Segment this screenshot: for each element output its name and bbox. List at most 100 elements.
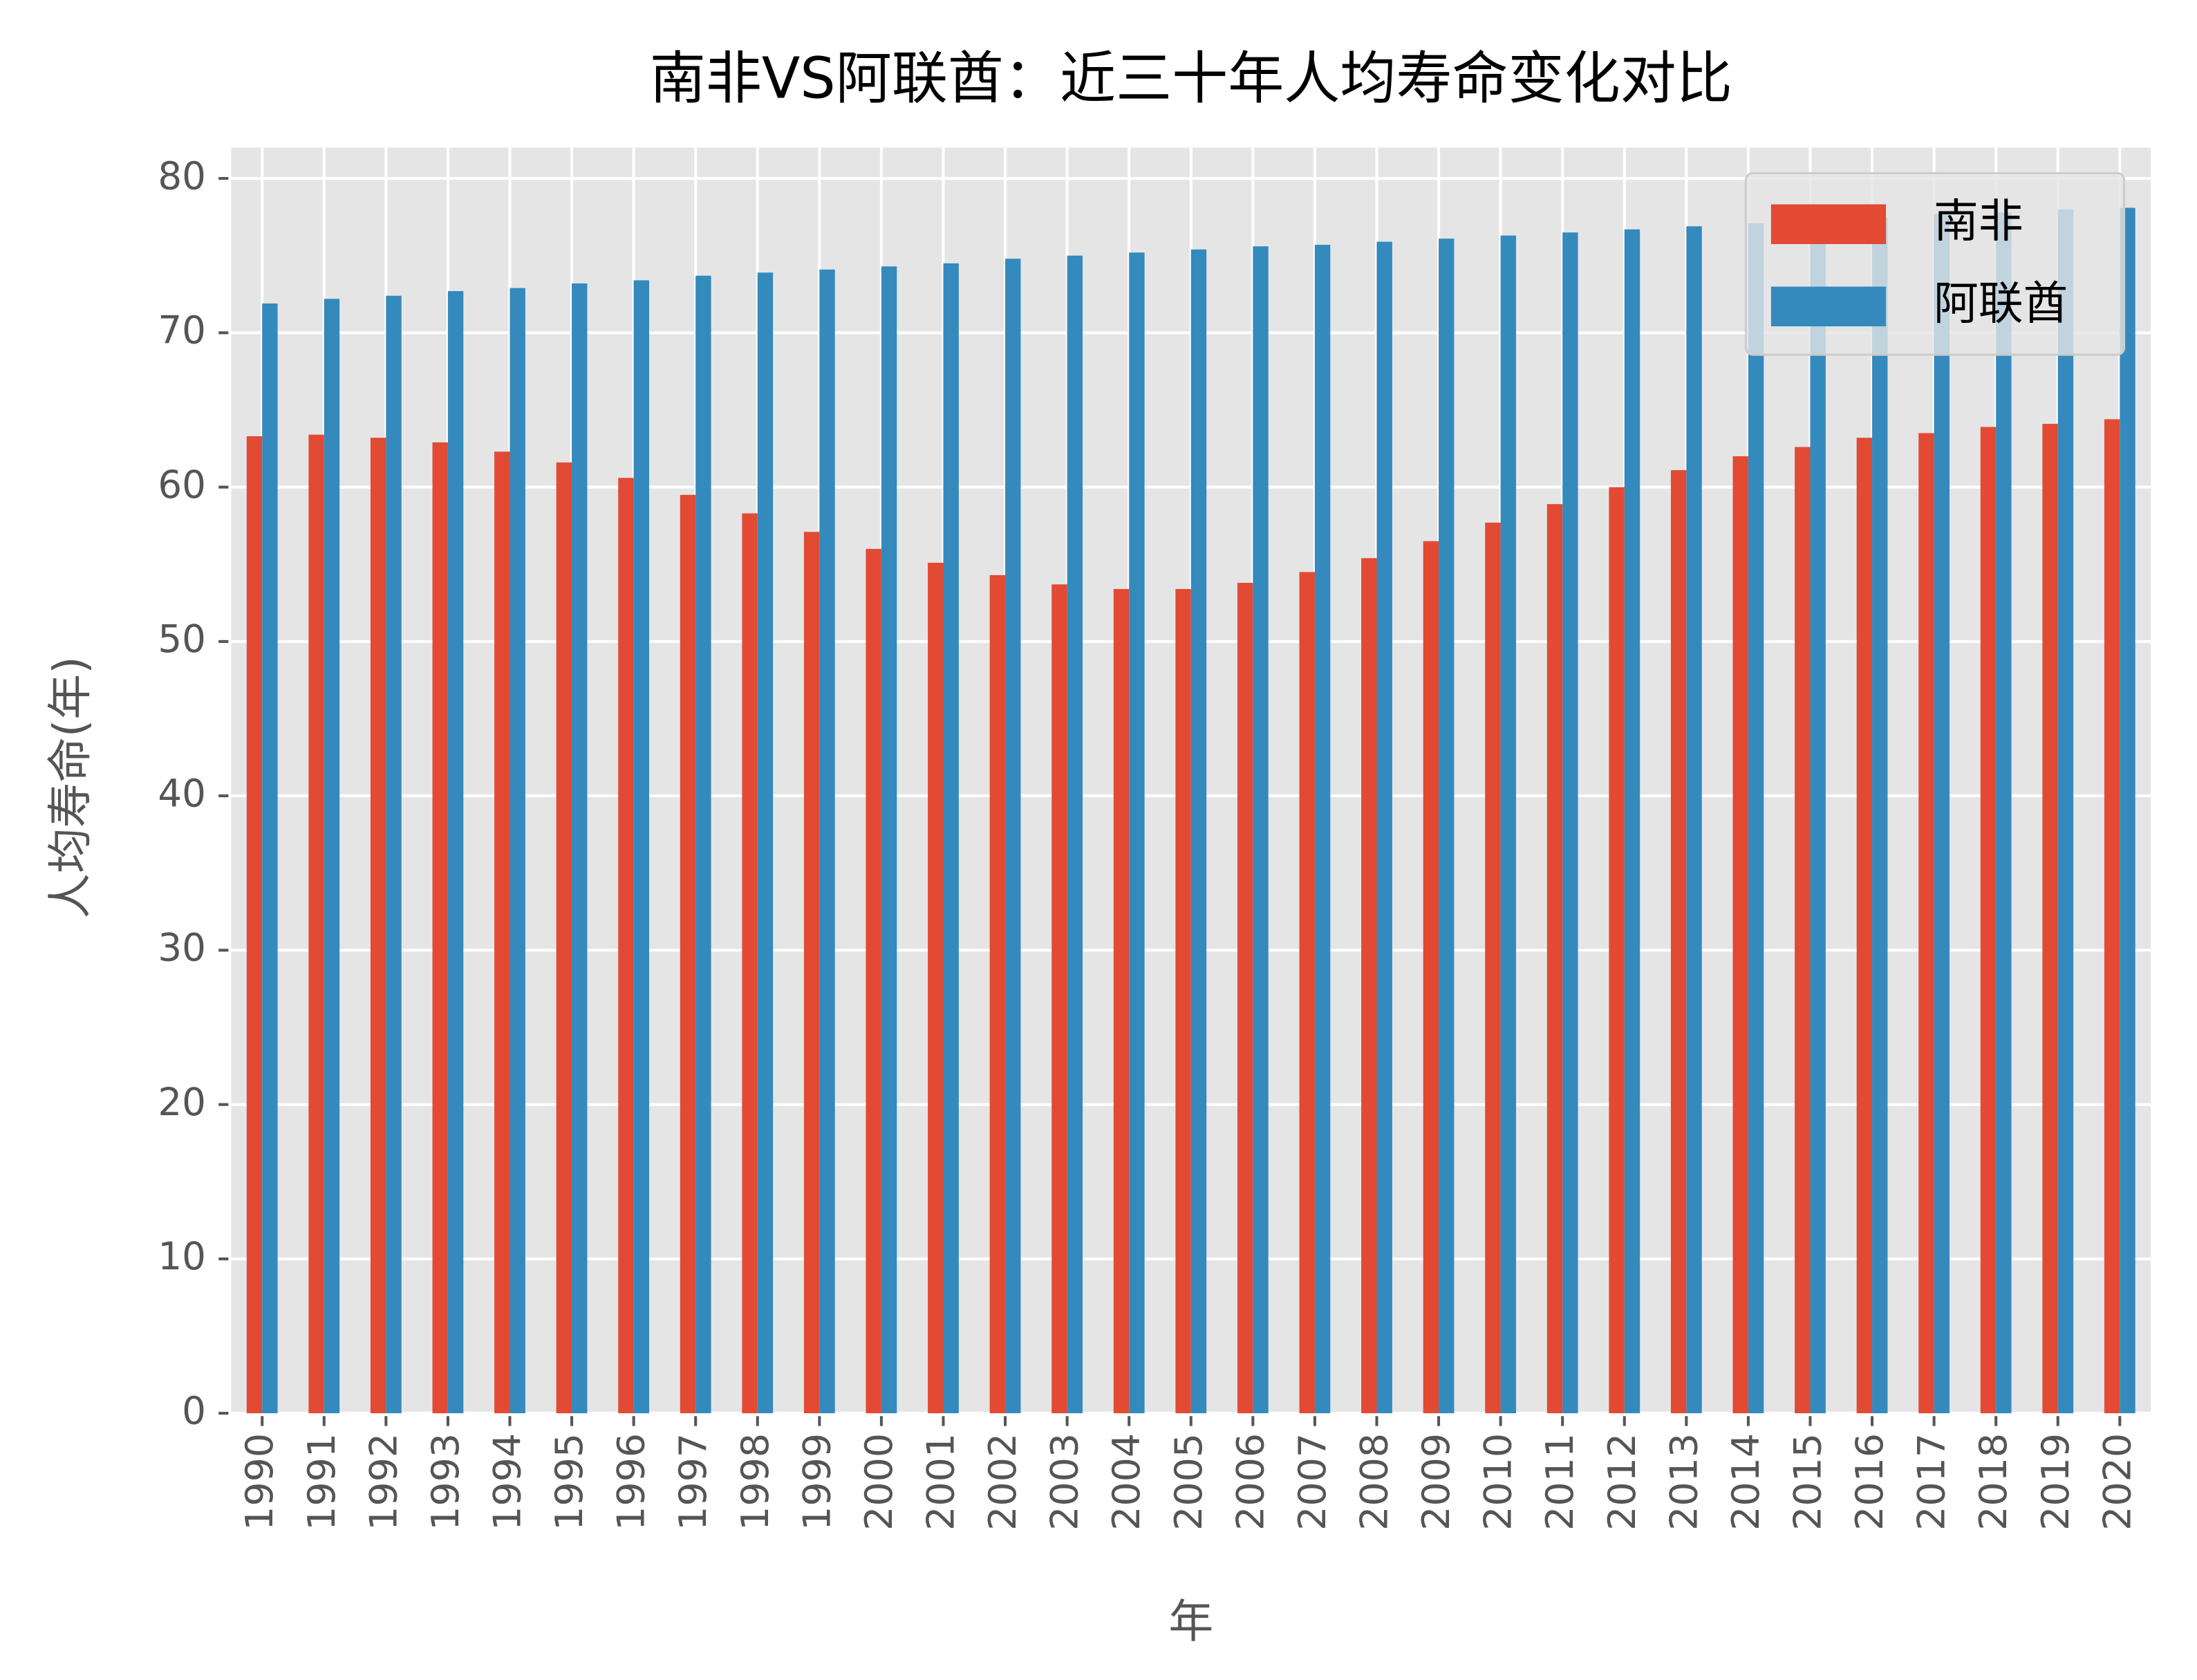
- x-tick-label: 2000: [857, 1433, 901, 1531]
- x-tick-label: 2014: [1723, 1433, 1768, 1531]
- x-tick-label: 1991: [299, 1433, 344, 1531]
- y-tick-label: 10: [158, 1234, 206, 1278]
- x-tick-label: 2002: [980, 1433, 1025, 1531]
- chart-title: 南非VS阿联酋：近三十年人均寿命变化对比: [650, 46, 1732, 112]
- x-tick-label: 2010: [1476, 1433, 1520, 1531]
- bar: [1748, 223, 1764, 1414]
- y-axis-label: 人均寿命(年): [44, 656, 97, 919]
- bar: [1872, 216, 1888, 1414]
- bar: [262, 303, 278, 1414]
- x-tick-label: 2013: [1662, 1433, 1706, 1531]
- bar: [742, 513, 758, 1414]
- x-tick-label: 2012: [1600, 1433, 1644, 1531]
- x-tick-label: 2004: [1105, 1433, 1149, 1531]
- bar: [680, 494, 696, 1414]
- x-tick-label: 1993: [423, 1433, 467, 1531]
- bar: [1175, 588, 1191, 1414]
- bar: [1439, 239, 1455, 1414]
- bar: [1237, 583, 1253, 1414]
- x-tick-label: 2007: [1290, 1433, 1334, 1531]
- x-tick-label: 2003: [1043, 1433, 1087, 1531]
- bar: [2104, 419, 2120, 1414]
- x-tick-label: 2006: [1228, 1433, 1273, 1531]
- bar: [1190, 249, 1207, 1414]
- x-tick-label: 2019: [2033, 1433, 2077, 1531]
- bar: [1051, 584, 1067, 1414]
- x-tick-label: 2008: [1352, 1433, 1396, 1531]
- bar: [881, 266, 897, 1414]
- y-tick-label: 80: [158, 153, 206, 198]
- x-tick-label: 2005: [1166, 1433, 1210, 1531]
- y-tick-label: 20: [158, 1080, 206, 1124]
- bar: [494, 451, 510, 1414]
- x-tick-label: 1995: [547, 1433, 591, 1531]
- x-tick-label: 2011: [1538, 1433, 1582, 1531]
- bar: [1562, 232, 1578, 1414]
- bar: [1129, 252, 1145, 1414]
- bar: [1500, 235, 1517, 1414]
- x-tick-label: 1992: [362, 1433, 406, 1531]
- bar: [447, 291, 464, 1414]
- y-tick-label: 0: [182, 1388, 206, 1432]
- bar: [1795, 447, 1811, 1414]
- x-tick-label: 1990: [238, 1433, 282, 1531]
- bar: [2057, 209, 2074, 1414]
- bar: [1609, 487, 1625, 1414]
- bar: [1005, 259, 1021, 1414]
- y-tick-label: 60: [158, 463, 206, 507]
- bar: [556, 462, 572, 1414]
- bar: [1856, 438, 1873, 1414]
- bars: [246, 207, 2135, 1414]
- bar: [1732, 456, 1748, 1414]
- bar: [386, 295, 402, 1414]
- bar: [943, 263, 959, 1414]
- bar: [1299, 572, 1315, 1414]
- bar: [1624, 229, 1640, 1414]
- bar: [1485, 522, 1501, 1414]
- x-tick-label: 1999: [795, 1433, 839, 1531]
- bar: [246, 436, 263, 1414]
- y-tick-label: 70: [158, 308, 206, 352]
- bar: [370, 438, 386, 1414]
- bar: [324, 299, 340, 1414]
- y-tick-label: 30: [158, 925, 206, 969]
- x-tick-label: 1996: [609, 1433, 653, 1531]
- x-axis-label: 年: [1168, 1596, 1213, 1648]
- bar: [1546, 504, 1563, 1414]
- x-tick-label: 2016: [1847, 1433, 1891, 1531]
- legend-swatch: [1770, 204, 1887, 245]
- bar: [1810, 220, 1826, 1414]
- x-tick-label: 2020: [2095, 1433, 2140, 1531]
- x-tick-label: 2015: [1786, 1433, 1830, 1531]
- bar: [1253, 246, 1269, 1414]
- bar: [308, 434, 324, 1414]
- legend-label: 南非: [1934, 195, 2023, 248]
- x-tick-label: 1994: [485, 1433, 530, 1531]
- legend-label: 阿联酋: [1934, 277, 2068, 330]
- x-tick-label: 2009: [1414, 1433, 1458, 1531]
- bar: [1670, 470, 1687, 1414]
- bar: [1980, 427, 1997, 1414]
- bar: [1996, 212, 2012, 1414]
- bar: [1376, 241, 1392, 1414]
- bar: [509, 288, 525, 1414]
- bar: [2120, 207, 2135, 1414]
- bar: [1314, 245, 1331, 1414]
- bar: [819, 269, 835, 1414]
- bar: [989, 575, 1006, 1414]
- bar: [695, 275, 711, 1414]
- y-tick-label: 40: [158, 771, 206, 815]
- bar: [633, 280, 650, 1414]
- bar: [1423, 541, 1439, 1414]
- bar: [618, 478, 634, 1414]
- bar: [1113, 588, 1130, 1414]
- bar: [572, 283, 588, 1414]
- bar: [803, 532, 820, 1414]
- x-tick-label: 2017: [1909, 1433, 1954, 1531]
- bar: [1686, 226, 1702, 1414]
- bar: [1361, 558, 1377, 1414]
- bar: [2042, 424, 2058, 1414]
- bar: [1918, 433, 1934, 1414]
